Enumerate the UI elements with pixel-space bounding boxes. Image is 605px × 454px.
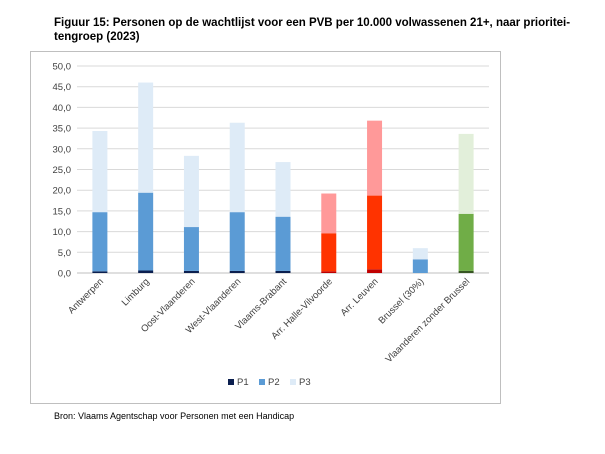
bar-segment-p3: [183, 155, 199, 228]
legend-swatch-p3: [290, 379, 296, 385]
bar-segment-p2: [367, 195, 383, 270]
bar-segment-p3: [412, 248, 428, 260]
bar-segment-p1: [229, 270, 245, 273]
stacked-bar-chart: 0,0 5,0 10,0 15,0 20,0 25,0 30,0 35,0 40,0 45,0 50…: [53, 62, 489, 388]
legend-label-p1: P1: [237, 377, 249, 388]
y-tick-label: 20,0: [53, 186, 72, 197]
bar-segment-p2: [183, 227, 199, 271]
bar-segment-p1: [92, 271, 108, 273]
bar-segment-p3: [92, 130, 108, 213]
bar-segment-p2: [138, 192, 154, 271]
bar-segment-p1: [321, 271, 337, 273]
x-tick-label: Limburg: [120, 276, 152, 308]
y-tick-label: 30,0: [53, 144, 72, 155]
legend-label-p3: P3: [299, 377, 311, 388]
legend-label-p2: P2: [268, 377, 280, 388]
x-tick-label: Vlaanderen zonder Brussel: [383, 276, 472, 365]
y-tick-label: 35,0: [53, 124, 72, 135]
bar-segment-p2: [92, 212, 108, 272]
chart-title: Figuur 15: Personen op de wachtlijst voo…: [54, 17, 571, 43]
bar-segment-p3: [229, 122, 245, 213]
bar-segment-p1: [275, 270, 291, 273]
y-tick-label: 45,0: [53, 82, 72, 93]
y-tick-label: 0,0: [58, 269, 71, 280]
bar-segment-p2: [458, 213, 474, 271]
bar-segment-p1: [367, 269, 383, 273]
bar-segment-p3: [321, 193, 337, 234]
bar-segment-p2: [321, 233, 337, 272]
bar-segment-p2: [229, 212, 245, 271]
y-tick-label: 25,0: [53, 165, 72, 176]
legend-swatch-p1: [228, 379, 234, 385]
bar-segment-p3: [275, 162, 291, 217]
y-tick-label: 40,0: [53, 103, 72, 114]
y-tick-label: 5,0: [58, 248, 71, 259]
bar-segment-p3: [458, 133, 474, 214]
x-tick-label: Arr. Leuven: [339, 276, 381, 318]
chart-frame: 0,0 5,0 10,0 15,0 20,0 25,0 30,0 35,0 40,0 45,0 50…: [30, 51, 501, 404]
y-tick-label: 50,0: [53, 62, 72, 73]
bar-segment-p1: [183, 270, 199, 273]
bar-segment-p2: [275, 216, 291, 271]
y-tick-label: 10,0: [53, 227, 72, 238]
y-tick-label: 15,0: [53, 206, 72, 217]
bar-segment-p1: [458, 270, 474, 273]
bar-segment-p3: [367, 120, 383, 196]
bar-segment-p2: [412, 259, 428, 273]
legend-swatch-p2: [259, 379, 265, 385]
bar-segment-p3: [138, 82, 154, 193]
source-note: Bron: Vlaams Agentschap voor Personen me…: [54, 411, 295, 421]
bar-segment-p1: [138, 270, 154, 273]
x-tick-label: Antwerpen: [66, 276, 106, 316]
x-tick-label: Brussel (30%): [376, 276, 426, 326]
